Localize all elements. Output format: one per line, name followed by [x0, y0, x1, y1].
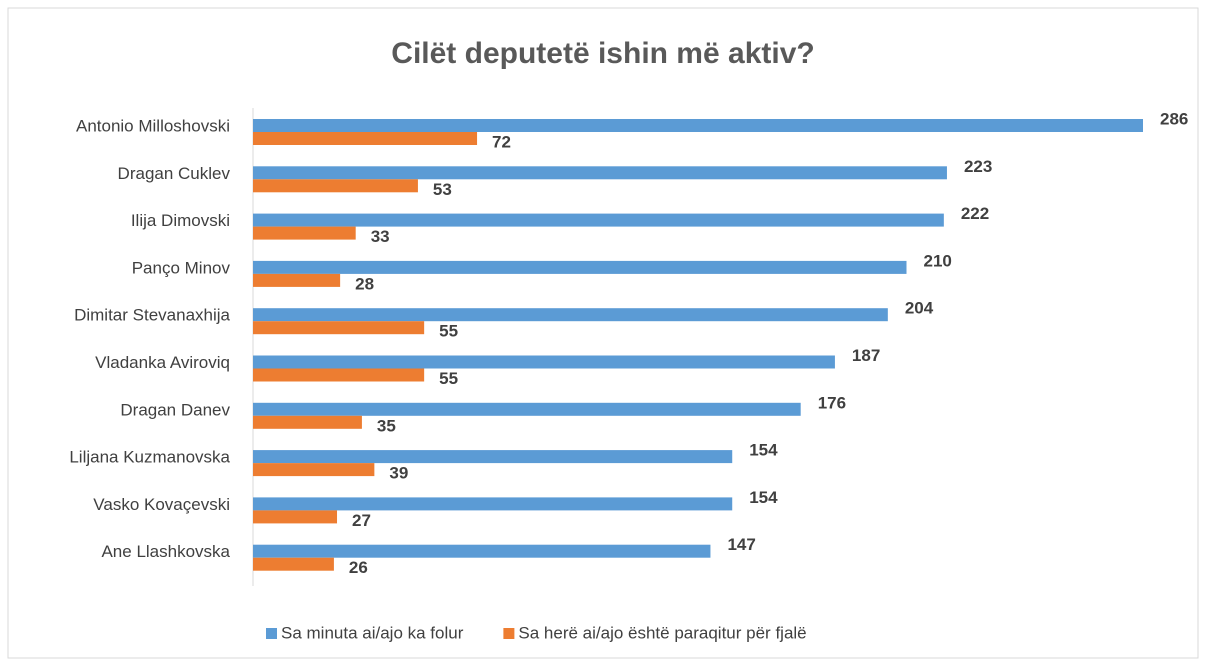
data-label: 223 [964, 157, 992, 176]
y-tick-label: Dragan Cuklev [118, 164, 231, 183]
bar [253, 450, 733, 464]
bar [253, 132, 478, 145]
y-tick-label: Ane Llashkovska [101, 542, 230, 561]
y-tick-label: Antonio Milloshovski [76, 116, 230, 135]
data-label: 39 [389, 464, 408, 483]
bar [253, 260, 907, 274]
y-tick-label: Dragan Danev [120, 400, 230, 419]
data-label: 55 [439, 369, 458, 388]
data-label: 72 [492, 132, 511, 151]
y-tick-label: Ilija Dimovski [131, 211, 230, 230]
bar [253, 166, 947, 180]
y-tick-label: Vasko Kovaçevski [93, 495, 230, 514]
bar [253, 179, 418, 193]
y-tick-label: Dimitar Stevanaxhija [74, 306, 230, 325]
legend-swatch [266, 628, 277, 639]
bar [253, 273, 341, 287]
data-label: 53 [433, 180, 452, 199]
bar [253, 321, 425, 335]
legend-label: Sa minuta ai/ajo ka folur [281, 623, 464, 642]
data-label: 33 [371, 227, 390, 246]
bar [253, 119, 1143, 132]
data-label: 187 [852, 346, 880, 365]
data-label: 204 [905, 299, 934, 318]
data-label: 176 [818, 393, 846, 412]
chart-title: Cilët deputetë ishin më aktiv? [391, 37, 814, 70]
bar [253, 497, 733, 511]
legend-swatch [503, 628, 515, 639]
bar [253, 544, 711, 558]
bar [253, 510, 338, 524]
bar [253, 402, 801, 416]
bar [253, 226, 356, 240]
bar [253, 213, 944, 227]
bar [253, 415, 362, 429]
data-label: 28 [355, 274, 374, 293]
data-label: 26 [349, 558, 368, 577]
data-label: 55 [439, 322, 458, 341]
legend-label: Sa herë ai/ajo është paraqitur për fjalë [518, 623, 806, 642]
bar [253, 463, 375, 477]
data-label: 27 [352, 511, 371, 530]
data-label: 222 [961, 204, 989, 223]
bar [253, 557, 334, 571]
data-label: 154 [749, 488, 778, 507]
y-tick-label: Liljana Kuzmanovska [69, 448, 230, 467]
y-tick-label: Panço Minov [132, 258, 231, 277]
bar [253, 368, 425, 382]
data-label: 154 [749, 441, 778, 460]
bar [253, 355, 835, 369]
data-label: 147 [727, 535, 755, 554]
data-label: 210 [923, 251, 951, 270]
data-label: 286 [1160, 109, 1188, 128]
y-tick-label: Vladanka Aviroviq [95, 353, 230, 372]
bar [253, 308, 888, 322]
data-label: 35 [377, 416, 396, 435]
